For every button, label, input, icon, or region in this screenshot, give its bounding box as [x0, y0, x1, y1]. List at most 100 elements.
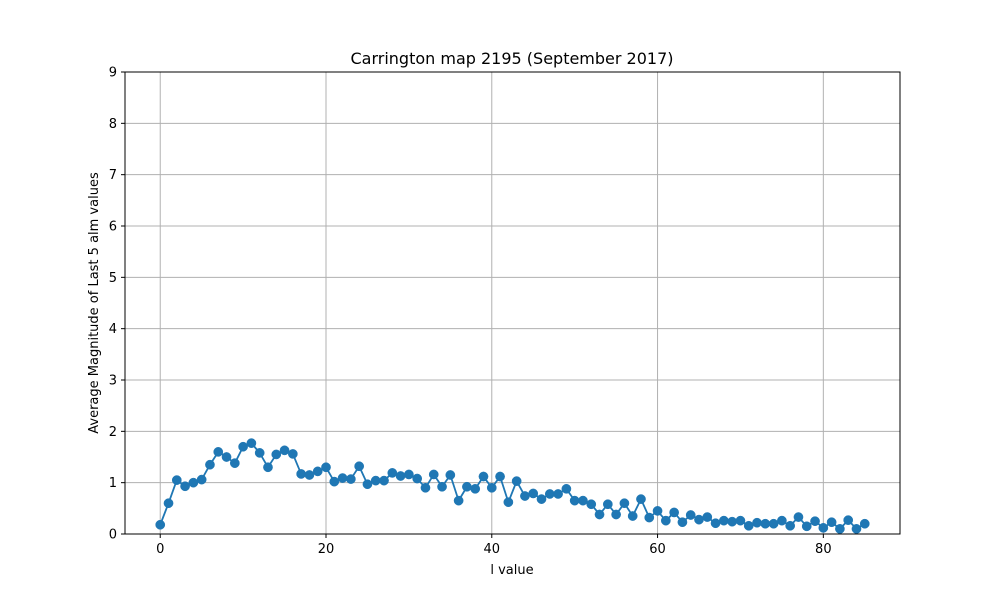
y-tick-label: 8 — [109, 117, 117, 132]
data-point — [171, 475, 182, 485]
chart-title: Carrington map 2195 (September 2017) — [350, 49, 673, 68]
data-point — [619, 498, 630, 509]
data-point — [520, 491, 530, 501]
y-tick-label: 0 — [109, 528, 117, 543]
data-point — [370, 475, 381, 486]
data-point — [354, 461, 365, 472]
data-point — [669, 507, 679, 518]
data-point — [453, 495, 464, 506]
series-line — [159, 442, 866, 530]
data-point — [818, 522, 829, 533]
data-point — [777, 515, 787, 526]
data-point — [271, 449, 282, 460]
tick-labels: 0 20 40 60 80 0 1 2 3 4 5 6 7 8 9 — [109, 66, 832, 558]
data-point — [743, 520, 754, 531]
data-point — [321, 462, 331, 473]
data-point — [288, 449, 298, 459]
x-tick-label: 20 — [318, 542, 335, 557]
data-point — [470, 483, 481, 494]
data-point — [710, 518, 721, 529]
data-point — [859, 518, 870, 529]
data-point — [478, 471, 489, 482]
data-point — [503, 497, 514, 508]
data-point — [835, 524, 845, 534]
data-point — [362, 479, 373, 490]
data-point — [404, 469, 414, 480]
y-tick-label: 2 — [109, 425, 117, 440]
data-point — [793, 512, 804, 522]
data-point — [727, 516, 738, 527]
data-point — [296, 469, 306, 479]
data-point — [196, 474, 207, 485]
data-point — [553, 489, 563, 499]
data-point — [702, 512, 713, 522]
y-tick-label: 5 — [109, 271, 117, 286]
data-point — [810, 516, 820, 527]
data-point — [304, 470, 315, 480]
data-point — [205, 459, 215, 470]
data-point — [428, 469, 439, 480]
x-tick-label: 60 — [649, 542, 666, 557]
data-point — [826, 517, 837, 528]
data-point — [735, 515, 746, 526]
data-point — [561, 483, 572, 494]
data-point — [329, 476, 340, 487]
data-point — [279, 445, 290, 456]
data-point — [412, 473, 423, 484]
data-point — [652, 506, 663, 516]
axes-frame — [121, 71, 901, 538]
data-point — [495, 471, 505, 482]
series-layer — [155, 438, 870, 534]
y-tick-label: 4 — [109, 322, 117, 337]
data-point — [644, 512, 655, 523]
x-axis-label: l value — [490, 563, 533, 578]
data-point — [229, 458, 240, 469]
data-point — [437, 481, 447, 492]
data-point — [660, 515, 671, 526]
data-point — [445, 470, 456, 480]
data-point — [387, 468, 398, 478]
x-tick-label: 40 — [484, 542, 501, 557]
data-point — [677, 517, 688, 528]
data-point — [246, 438, 257, 448]
data-point — [420, 482, 431, 493]
data-point — [337, 473, 348, 483]
data-point — [462, 481, 472, 492]
data-point — [511, 476, 522, 486]
y-axis-label: Average Magnitude of Last 5 alm values — [87, 172, 102, 434]
y-tick-label: 3 — [109, 374, 117, 389]
data-point — [719, 515, 729, 526]
data-point — [188, 477, 199, 488]
data-point — [752, 517, 762, 528]
y-tick-label: 6 — [109, 220, 117, 235]
data-point — [760, 518, 771, 529]
data-point — [163, 498, 174, 509]
y-tick-label: 1 — [109, 476, 117, 491]
data-point — [843, 515, 854, 525]
data-point — [346, 474, 356, 484]
data-point — [486, 482, 497, 493]
data-point — [586, 499, 597, 510]
data-point — [312, 466, 323, 477]
data-point — [768, 518, 779, 529]
x-tick-label: 80 — [815, 542, 832, 557]
data-point — [594, 509, 605, 520]
data-point — [254, 448, 265, 458]
data-point — [180, 481, 190, 492]
data-point — [851, 524, 862, 534]
data-point — [785, 520, 796, 531]
y-tick-label: 9 — [109, 66, 117, 81]
data-point — [544, 489, 555, 499]
data-point — [395, 471, 406, 481]
data-point — [694, 514, 704, 525]
data-point — [611, 509, 621, 520]
plot-frame — [124, 71, 901, 535]
grid — [125, 71, 900, 535]
data-point — [379, 475, 389, 486]
x-tick-label: 0 — [156, 542, 164, 557]
data-point — [685, 510, 696, 520]
data-point — [636, 494, 646, 504]
data-point — [801, 521, 812, 532]
